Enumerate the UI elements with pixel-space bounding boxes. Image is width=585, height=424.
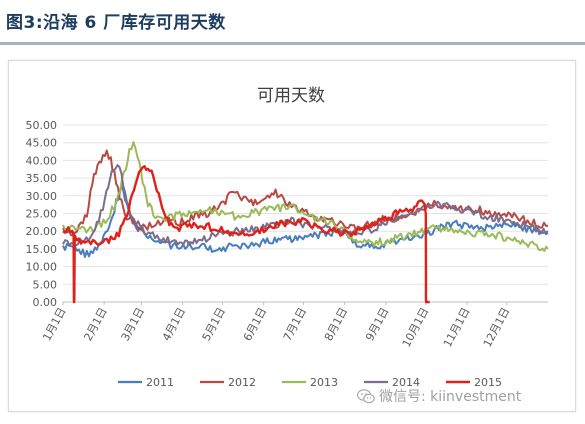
legend-label: 2012 (228, 376, 256, 389)
x-tick-label: 3月1日 (119, 305, 147, 343)
series-line-2015 (62, 165, 430, 304)
y-tick-label: 50.00 (26, 119, 58, 132)
watermark-text: 微信号: kiinvestment (379, 389, 522, 405)
y-tick-label: 15.00 (26, 243, 58, 256)
chart-title: 可用天数 (257, 86, 325, 106)
y-tick-label: 10.00 (26, 261, 58, 274)
x-tick-label: 10月1日 (400, 305, 432, 349)
series-lines (62, 141, 549, 304)
series-line-2013 (62, 141, 549, 252)
x-tick-label: 11月1日 (441, 305, 473, 349)
x-tick-label: 5月1日 (200, 305, 228, 343)
y-tick-label: 0.00 (33, 296, 58, 309)
x-tick-label: 9月1日 (363, 305, 391, 343)
y-tick-label: 45.00 (26, 137, 58, 150)
legend-label: 2015 (474, 376, 502, 389)
y-axis: 0.00 5.00 10.00 15.00 20.00 25.00 30.00 35.00 40… (26, 119, 58, 309)
series-line-2014 (62, 164, 549, 247)
y-tick-label: 5.00 (33, 278, 58, 291)
watermark: 微信号: kiinvestment (356, 386, 522, 406)
y-tick-label: 30.00 (26, 190, 58, 203)
legend-label: 2011 (146, 376, 174, 389)
series-line-2012 (62, 149, 548, 237)
x-tick-label: 4月1日 (160, 305, 188, 343)
x-tick-label: 1月1日 (40, 305, 68, 343)
legend-label: 2013 (310, 376, 338, 389)
page-header: 图3:沿海 6 厂库存可用天数 (0, 0, 585, 45)
x-tick-label: 8月1日 (322, 305, 350, 343)
legend: 2011 2012 2013 2014 2015 (118, 376, 502, 389)
x-tick-label: 12月1日 (481, 305, 513, 349)
x-tick-label: 6月1日 (241, 305, 269, 343)
y-tick-label: 35.00 (26, 172, 58, 185)
y-tick-label: 25.00 (26, 208, 58, 221)
wechat-icon (356, 388, 375, 404)
x-axis: 1月1日 2月1日 3月1日 4月1日 5月1日 6月1日 7月1日 8月1日 9月1日 10月1… (40, 302, 512, 349)
x-tick-label: 2月1日 (81, 305, 109, 343)
y-tick-label: 20.00 (26, 225, 58, 238)
header-rule (0, 42, 585, 45)
legend-label: 2014 (392, 376, 420, 389)
y-tick-label: 40.00 (26, 154, 58, 167)
page-title: 图3:沿海 6 厂库存可用天数 (6, 13, 226, 33)
x-tick-label: 7月1日 (281, 305, 309, 343)
